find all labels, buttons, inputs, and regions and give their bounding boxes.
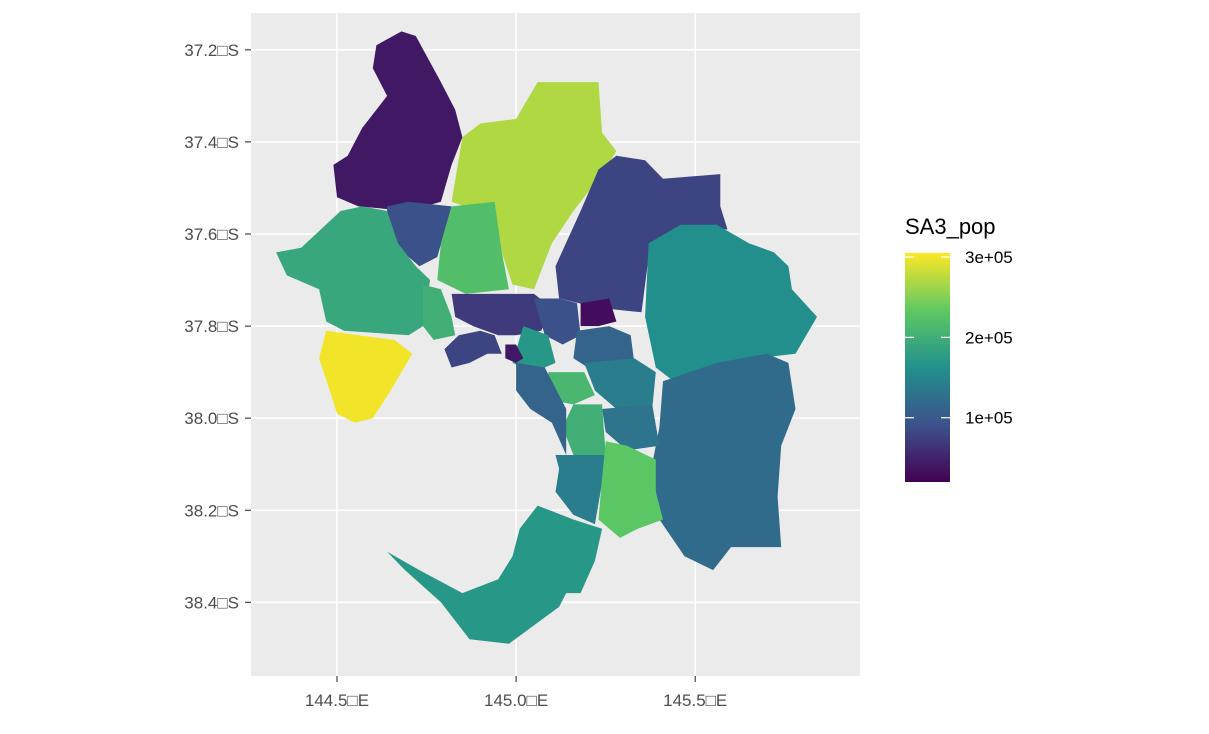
sa3-region xyxy=(423,284,456,340)
y-tick-label: 38.0□S xyxy=(184,409,239,428)
sa3-region xyxy=(602,404,660,451)
sa3-region xyxy=(598,441,663,538)
y-tick-label: 37.6□S xyxy=(184,225,239,244)
sa3-region xyxy=(534,298,581,345)
legend-colorbar xyxy=(905,253,950,482)
sa3-region xyxy=(437,201,509,294)
legend-tick-label: 2e+05 xyxy=(965,328,1013,347)
sa3-regions xyxy=(276,31,817,644)
sa3-region xyxy=(319,330,413,423)
sa3-region xyxy=(555,155,728,313)
sa3-region xyxy=(444,330,502,368)
sa3-region xyxy=(387,505,603,644)
sa3-region xyxy=(276,206,431,336)
sa3-region xyxy=(562,404,606,455)
legend: SA3_pop 3e+05 2e+05 1e+05 xyxy=(905,214,1013,482)
sa3-region xyxy=(333,31,463,212)
sa3-region xyxy=(580,298,617,327)
y-tick-label: 37.2□S xyxy=(184,41,239,60)
y-tick-label: 38.4□S xyxy=(184,593,239,612)
y-tick-label: 38.2□S xyxy=(184,501,239,520)
sa3-region xyxy=(505,344,524,363)
sa3-region xyxy=(652,353,796,571)
legend-title: SA3_pop xyxy=(905,214,996,239)
sa3-region xyxy=(451,293,552,336)
sa3-region xyxy=(584,358,656,409)
sa3-region xyxy=(555,455,606,525)
sa3-region xyxy=(451,82,617,290)
x-tick-label: 144.5□E xyxy=(305,691,369,710)
legend-tick-label: 3e+05 xyxy=(965,248,1013,267)
x-tick-label: 145.5□E xyxy=(663,691,727,710)
axes: 37.2□S 37.4□S 37.6□S 37.8□S 38.0□S 38.2□S 38.4… xyxy=(184,41,727,710)
sa3-region xyxy=(512,326,556,373)
x-tick-label: 145.0□E xyxy=(484,691,548,710)
y-tick-label: 37.4□S xyxy=(184,133,239,152)
y-tick-label: 37.8□S xyxy=(184,317,239,336)
sa3-region xyxy=(548,372,595,405)
legend-tick-label: 1e+05 xyxy=(965,409,1013,428)
sa3-region xyxy=(516,362,567,455)
sa3-region xyxy=(645,224,817,382)
